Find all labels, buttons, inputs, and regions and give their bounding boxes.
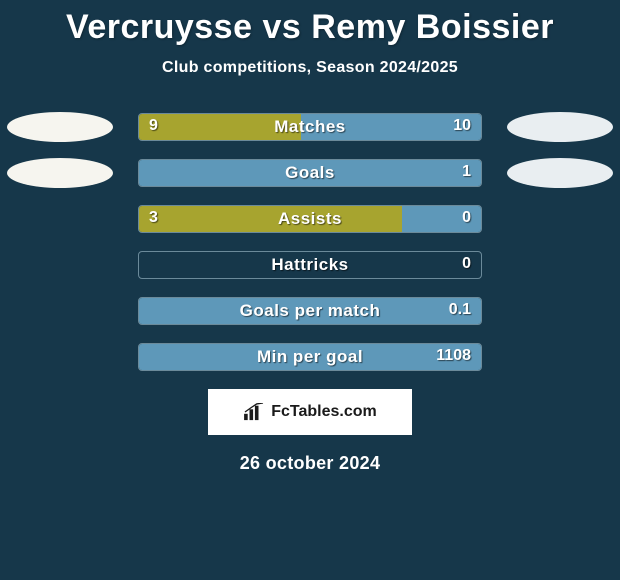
- stat-label: Hattricks: [139, 255, 481, 275]
- bar-track: Matches910: [138, 113, 482, 141]
- bar-track: Hattricks0: [138, 251, 482, 279]
- player2-bar: [139, 298, 481, 324]
- stat-row: Hattricks0: [0, 251, 620, 279]
- bar-track: Min per goal1108: [138, 343, 482, 371]
- player2-bar: [139, 344, 481, 370]
- player1-bar: [139, 114, 301, 140]
- source-badge: FcTables.com: [208, 389, 412, 435]
- date-label: 26 october 2024: [0, 453, 620, 474]
- player1-avatar: [7, 112, 113, 142]
- stat-row: Goals per match0.1: [0, 297, 620, 325]
- bar-track: Assists30: [138, 205, 482, 233]
- player2-bar: [301, 114, 481, 140]
- player2-avatar: [507, 112, 613, 142]
- stat-row: Matches910: [0, 113, 620, 141]
- stat-row: Goals1: [0, 159, 620, 187]
- subtitle: Club competitions, Season 2024/2025: [0, 59, 620, 77]
- stat-row: Assists30: [0, 205, 620, 233]
- player2-value: 0: [462, 255, 471, 273]
- stats-bars: Matches910 Goals1 Assists30 Hattricks0 Goals…: [0, 113, 620, 371]
- bar-track: Goals per match0.1: [138, 297, 482, 325]
- vs-label: vs: [262, 8, 301, 46]
- comparison-chart: Vercruysse vs Remy Boissier Club competi…: [0, 0, 620, 474]
- player1-bar: [139, 206, 402, 232]
- player2-bar: [139, 160, 481, 186]
- player2-name: Remy Boissier: [311, 8, 554, 46]
- player1-name: Vercruysse: [66, 8, 253, 46]
- chart-icon: [243, 403, 265, 421]
- player2-avatar: [507, 158, 613, 188]
- bar-track: Goals1: [138, 159, 482, 187]
- player1-avatar: [7, 158, 113, 188]
- stat-row: Min per goal1108: [0, 343, 620, 371]
- player2-bar: [402, 206, 481, 232]
- page-title: Vercruysse vs Remy Boissier: [0, 8, 620, 47]
- badge-text: FcTables.com: [271, 403, 377, 421]
